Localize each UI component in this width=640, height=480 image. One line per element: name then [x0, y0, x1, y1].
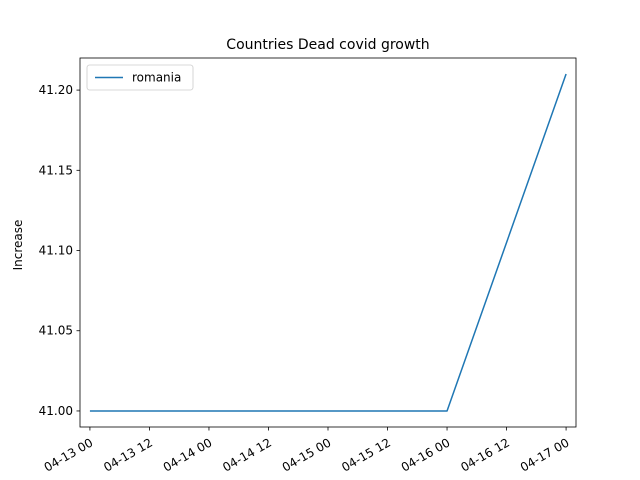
legend-label: romania: [132, 71, 181, 85]
y-axis-label: Increase: [11, 220, 25, 271]
y-tick-label: 41.10: [39, 244, 73, 258]
y-axis: 41.00 41.05 41.10 41.15 41.20: [39, 83, 80, 418]
legend: romania: [86, 64, 194, 91]
legend-box: [86, 64, 194, 91]
chart-title: Countries Dead covid growth: [226, 37, 429, 53]
series-line-romania: [89, 73, 567, 412]
series-layer: [89, 73, 567, 412]
y-tick-label: 41.00: [39, 404, 73, 418]
y-tick-label: 41.15: [39, 163, 73, 177]
y-tick-label: 41.20: [39, 83, 73, 97]
y-tick-label: 41.05: [39, 324, 73, 338]
